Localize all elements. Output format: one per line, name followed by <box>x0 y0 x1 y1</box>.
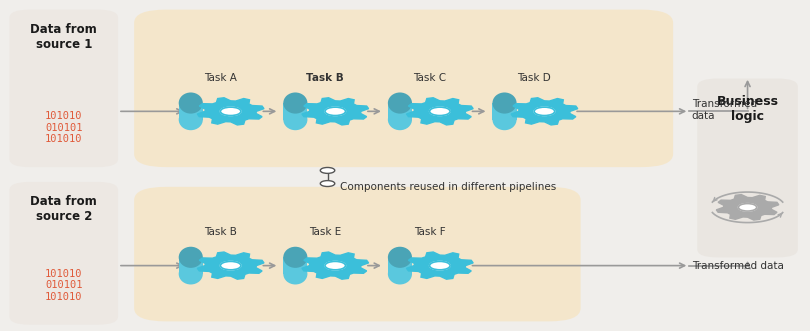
Ellipse shape <box>492 92 517 114</box>
Bar <box>179 257 202 274</box>
Text: 101010
010101
101010: 101010 010101 101010 <box>45 111 83 144</box>
Ellipse shape <box>179 247 202 268</box>
Circle shape <box>534 107 555 116</box>
Text: Task D: Task D <box>518 73 551 83</box>
Ellipse shape <box>179 92 202 114</box>
Bar <box>388 103 412 119</box>
Text: 101010
010101
101010: 101010 010101 101010 <box>45 268 83 302</box>
Text: Task C: Task C <box>413 73 446 83</box>
Bar <box>388 257 412 274</box>
Circle shape <box>220 261 241 270</box>
Polygon shape <box>407 252 473 279</box>
Ellipse shape <box>388 247 412 268</box>
Text: Business
logic: Business logic <box>717 95 778 123</box>
Polygon shape <box>302 252 369 279</box>
Text: Task B: Task B <box>306 73 343 83</box>
Text: Data from
source 2: Data from source 2 <box>30 195 97 223</box>
Text: Task F: Task F <box>414 227 446 237</box>
Circle shape <box>429 261 450 270</box>
Bar <box>492 103 517 119</box>
Ellipse shape <box>388 109 412 130</box>
Bar <box>284 257 308 274</box>
Text: Task A: Task A <box>204 73 237 83</box>
Circle shape <box>325 107 346 116</box>
Polygon shape <box>198 252 264 279</box>
Ellipse shape <box>284 263 308 284</box>
Ellipse shape <box>179 263 202 284</box>
Polygon shape <box>302 98 369 125</box>
Polygon shape <box>716 195 778 220</box>
FancyBboxPatch shape <box>134 10 673 167</box>
Circle shape <box>220 107 241 116</box>
Ellipse shape <box>284 109 308 130</box>
Text: Transformed data: Transformed data <box>692 260 783 271</box>
Text: Components reused in different pipelines: Components reused in different pipelines <box>339 182 556 192</box>
Circle shape <box>739 204 757 211</box>
Bar <box>179 103 202 119</box>
Polygon shape <box>198 98 264 125</box>
Circle shape <box>429 107 450 116</box>
FancyBboxPatch shape <box>10 10 118 167</box>
FancyBboxPatch shape <box>697 78 798 258</box>
Text: Task E: Task E <box>309 227 341 237</box>
FancyBboxPatch shape <box>134 187 581 321</box>
Circle shape <box>320 181 335 186</box>
Ellipse shape <box>388 263 412 284</box>
Circle shape <box>320 167 335 173</box>
Ellipse shape <box>284 92 308 114</box>
Circle shape <box>325 261 346 270</box>
Ellipse shape <box>492 109 517 130</box>
Text: Task B: Task B <box>204 227 237 237</box>
Ellipse shape <box>388 92 412 114</box>
FancyBboxPatch shape <box>10 182 118 325</box>
Polygon shape <box>511 98 578 125</box>
Ellipse shape <box>284 247 308 268</box>
Ellipse shape <box>179 109 202 130</box>
Text: Data from
source 1: Data from source 1 <box>30 23 97 51</box>
Polygon shape <box>407 98 473 125</box>
Bar <box>284 103 308 119</box>
Text: Transformed
data: Transformed data <box>692 99 757 120</box>
